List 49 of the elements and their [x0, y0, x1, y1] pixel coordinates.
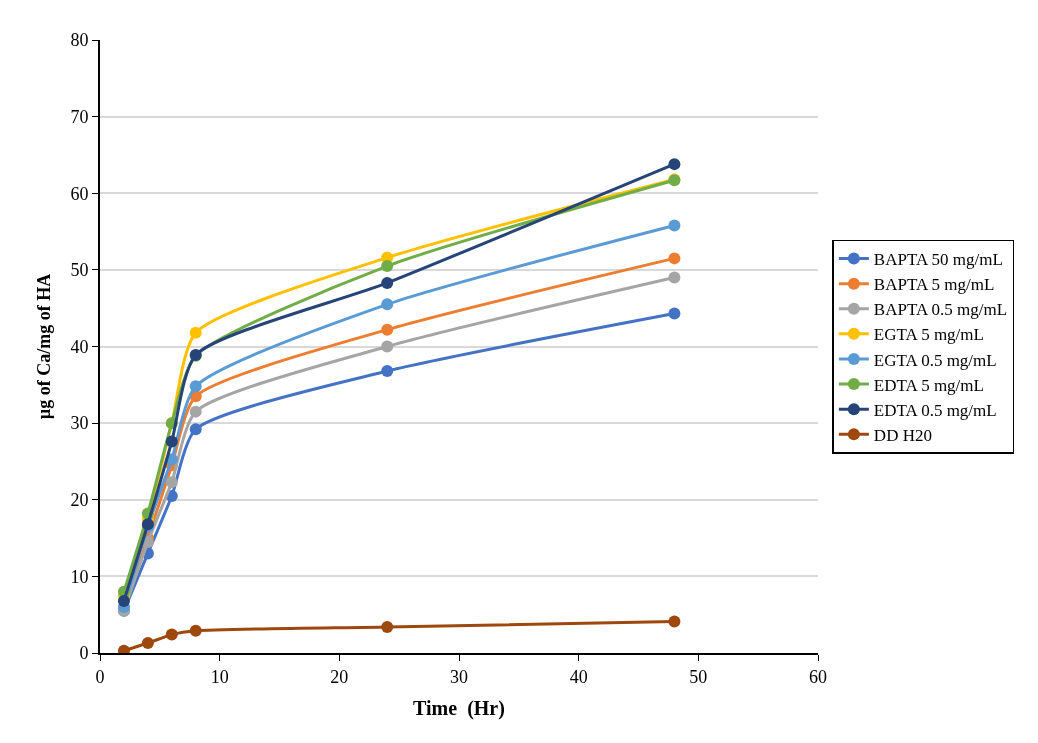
y-tick-label: 0 — [79, 643, 89, 664]
legend-label: EGTA 5 mg/mL — [873, 325, 984, 345]
point — [165, 628, 178, 641]
point — [141, 637, 154, 650]
y-tick-label: 20 — [70, 490, 89, 511]
point — [668, 307, 681, 320]
legend-label: BAPTA 5 mg/mL — [873, 275, 995, 295]
legend-label: DD H20 — [873, 425, 932, 445]
point — [381, 276, 394, 289]
point — [668, 271, 681, 284]
point — [189, 423, 202, 436]
y-tick-label: 80 — [70, 30, 89, 51]
x-tick-label: 0 — [95, 666, 105, 687]
point — [189, 380, 202, 393]
point — [381, 260, 394, 273]
point — [189, 624, 202, 637]
y-tick-label: 30 — [70, 413, 89, 434]
point — [117, 594, 130, 607]
point — [381, 365, 394, 378]
point — [381, 323, 394, 336]
x-tick-label: 30 — [450, 666, 468, 687]
point — [381, 340, 394, 353]
y-tick-label: 10 — [70, 566, 89, 587]
point — [381, 298, 394, 311]
point — [668, 219, 681, 232]
y-axis-title: µg of Ca/mg of HA — [34, 273, 55, 420]
x-tick-label: 10 — [210, 666, 229, 687]
legend-label: BAPTA 0.5 mg/mL — [873, 300, 1008, 320]
y-tick-label: 60 — [70, 183, 89, 204]
legend-label: EDTA 5 mg/mL — [873, 375, 984, 395]
point — [165, 476, 178, 489]
point — [189, 326, 202, 339]
legend-label: BAPTA 50 mg/mL — [873, 250, 1003, 270]
y-tick-label: 50 — [70, 260, 89, 281]
x-tick-label: 20 — [330, 666, 349, 687]
legend-label: EGTA 0.5 mg/mL — [873, 350, 997, 370]
point — [165, 435, 178, 448]
point — [381, 620, 394, 633]
point — [668, 158, 681, 171]
point — [668, 252, 681, 265]
x-tick-label: 50 — [689, 666, 708, 687]
x-axis-title: Time (Hr) — [413, 696, 505, 720]
point — [668, 615, 681, 628]
y-tick-label: 40 — [70, 336, 89, 357]
point — [189, 405, 202, 418]
x-tick-label: 40 — [569, 666, 588, 687]
x-tick-label: 60 — [809, 666, 827, 687]
legend-label: EDTA 0.5 mg/mL — [873, 400, 997, 420]
y-tick-label: 70 — [70, 106, 89, 127]
